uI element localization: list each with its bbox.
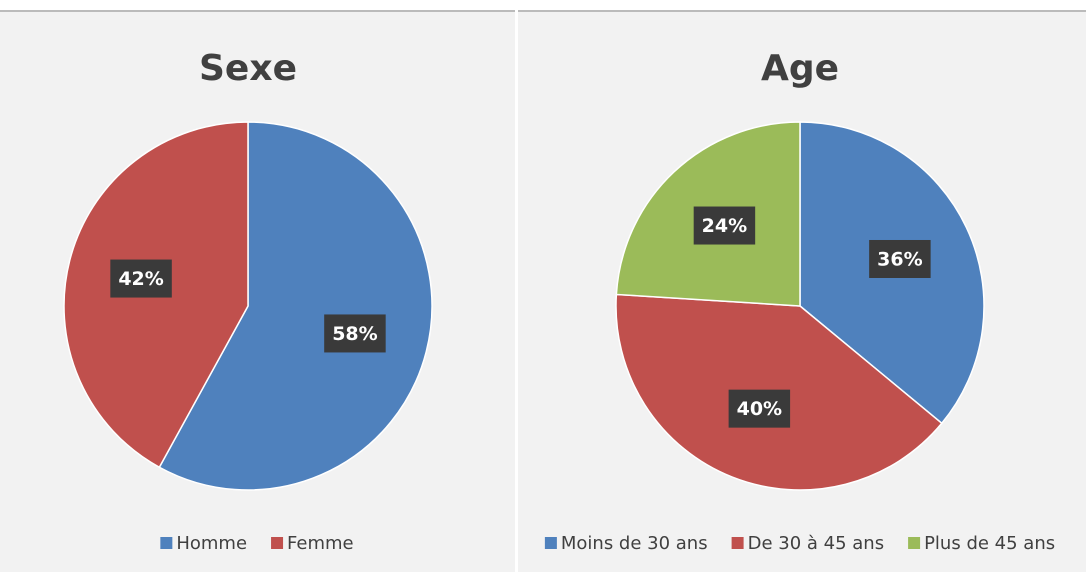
legend-label: Homme xyxy=(176,533,247,554)
data-label-box xyxy=(324,314,386,353)
chart-title: Age xyxy=(761,48,839,89)
data-label-box xyxy=(728,389,791,428)
legend-swatch xyxy=(271,537,284,549)
data-label: 58% xyxy=(332,323,377,345)
pie-slice xyxy=(158,121,433,491)
legend-swatch xyxy=(731,537,744,549)
chart-title: Sexe xyxy=(199,48,297,89)
data-label: 24% xyxy=(702,215,747,237)
legend-label: Moins de 30 ans xyxy=(561,533,708,554)
legend-label: Plus de 45 ans xyxy=(924,533,1055,554)
data-label: 42% xyxy=(118,268,163,290)
legend-swatch xyxy=(544,537,557,549)
data-label-box xyxy=(869,239,931,278)
data-label: 36% xyxy=(877,248,922,270)
legend-label: Femme xyxy=(287,533,354,554)
data-label: 40% xyxy=(737,398,782,420)
legend-swatch xyxy=(908,537,921,549)
legend-swatch xyxy=(160,537,173,549)
data-label-box xyxy=(110,259,172,298)
data-label-box xyxy=(693,206,756,245)
legend-label: De 30 à 45 ans xyxy=(748,533,884,554)
